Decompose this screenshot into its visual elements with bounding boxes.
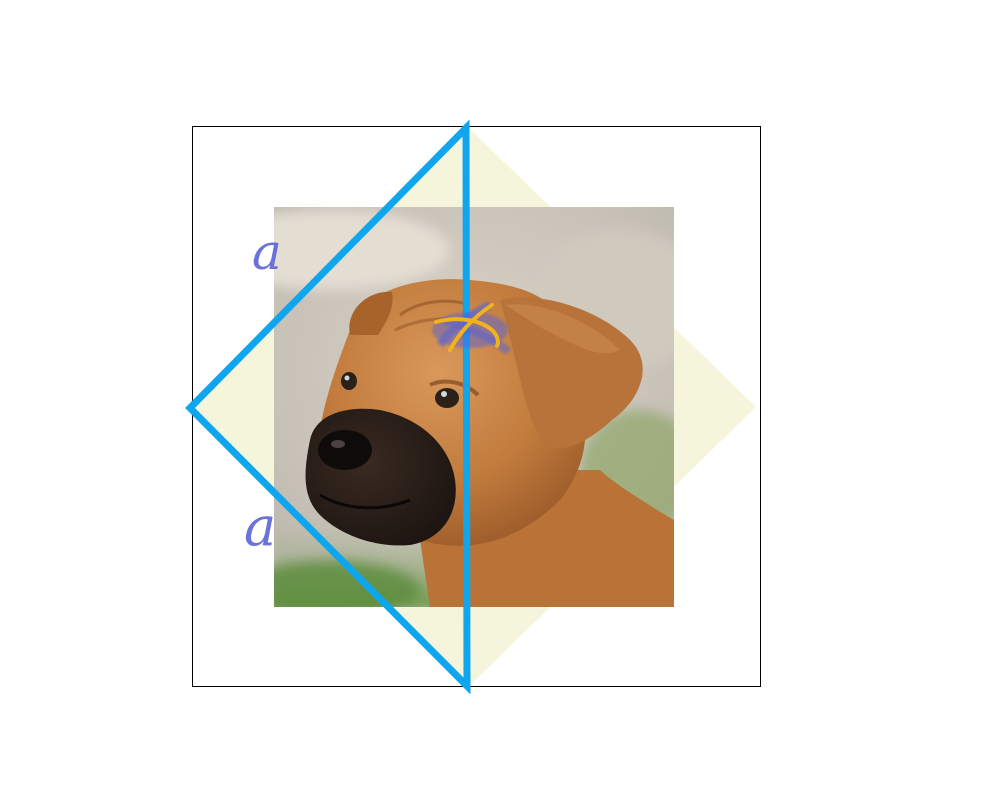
- angle-mark: [432, 301, 511, 355]
- isosceles-right-triangle: [185, 119, 471, 695]
- side-label-top: a: [252, 223, 282, 281]
- dog-photo: [274, 207, 674, 607]
- side-label-bottom: a: [244, 495, 276, 558]
